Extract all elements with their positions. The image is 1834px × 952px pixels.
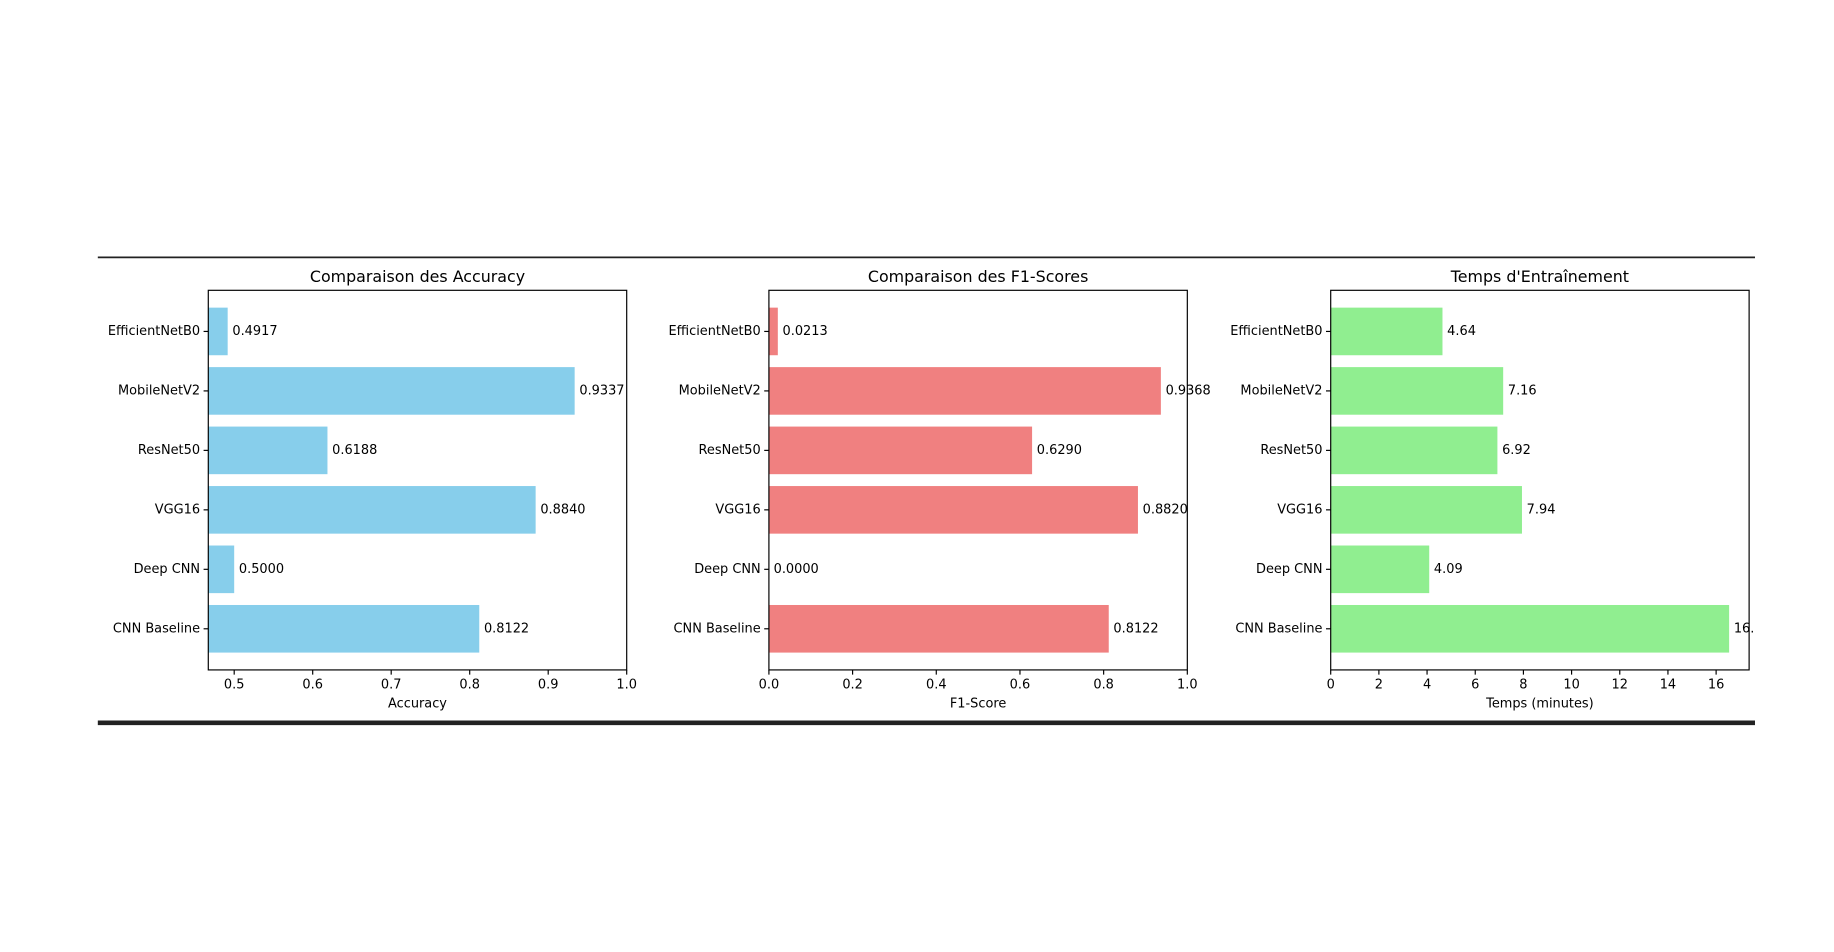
value-label: 0.6290	[1037, 443, 1082, 458]
y-tick-label: VGG16	[155, 502, 200, 517]
value-label: 0.8122	[484, 621, 529, 636]
bar	[768, 367, 1161, 415]
x-tick-label: 0	[1327, 678, 1335, 693]
value-label: 0.4917	[232, 324, 277, 339]
charts: Comparaison des AccuracyAccuracy0.8122CN…	[108, 267, 1771, 712]
value-label: 4.64	[1447, 324, 1476, 339]
chart-title: Temps d'Entraînement	[1450, 267, 1629, 286]
bar	[768, 426, 1033, 475]
bar	[1330, 307, 1443, 356]
y-tick-label: CNN Baseline	[1235, 621, 1322, 636]
value-label: 0.5000	[239, 562, 284, 577]
x-tick-label: 8	[1519, 678, 1527, 693]
x-tick-label: 0.8	[1093, 678, 1114, 693]
value-label: 0.9368	[1166, 383, 1211, 398]
x-tick-label: 12	[1612, 678, 1628, 693]
value-label: 16.54	[1734, 621, 1771, 636]
plot-frame	[768, 289, 1188, 671]
x-tick-label: 0.4	[926, 678, 947, 693]
x-tick-label: 10	[1563, 678, 1579, 693]
y-tick-label: VGG16	[715, 502, 760, 517]
x-tick-label: 0.0	[759, 678, 780, 693]
y-tick-label: Deep CNN	[134, 562, 200, 577]
y-tick-label: Deep CNN	[694, 562, 760, 577]
x-tick-label: 2	[1375, 678, 1383, 693]
x-tick-label: 1.0	[616, 678, 637, 693]
value-label: 0.6188	[332, 443, 377, 458]
x-tick-label: 6	[1471, 678, 1479, 693]
y-tick-label: CNN Baseline	[674, 621, 761, 636]
x-tick-label: 0.8	[459, 678, 480, 693]
y-tick-label: MobileNetV2	[118, 383, 200, 398]
x-axis-label: Accuracy	[388, 697, 447, 712]
value-label: 0.0000	[774, 562, 819, 577]
value-label: 0.8122	[1113, 621, 1158, 636]
x-axis-label: F1-Score	[950, 697, 1006, 712]
y-tick-label: MobileNetV2	[1240, 383, 1322, 398]
bar	[208, 486, 536, 534]
bar	[768, 307, 778, 356]
x-tick-label: 0.5	[224, 678, 245, 693]
bar	[1330, 486, 1522, 534]
x-axis-label: Temps (minutes)	[1485, 697, 1594, 712]
x-tick-label: 0.6	[302, 678, 323, 693]
chart-title: Comparaison des F1-Scores	[868, 267, 1088, 286]
bar	[1330, 604, 1730, 653]
value-label: 7.94	[1527, 502, 1556, 517]
x-tick-label: 0.7	[381, 678, 402, 693]
x-tick-label: 1.0	[1177, 678, 1198, 693]
bar	[208, 367, 575, 415]
x-tick-label: 0.6	[1010, 678, 1031, 693]
y-tick-label: EfficientNetB0	[1230, 324, 1322, 339]
bar	[208, 604, 480, 653]
bar	[1330, 426, 1498, 475]
value-label: 0.8840	[540, 502, 585, 517]
value-label: 7.16	[1508, 383, 1537, 398]
plot-frame	[1330, 289, 1750, 671]
y-tick-label: CNN Baseline	[113, 621, 200, 636]
value-label: 6.92	[1502, 443, 1531, 458]
y-tick-label: EfficientNetB0	[668, 324, 760, 339]
value-label: 0.8820	[1143, 502, 1188, 517]
y-tick-label: Deep CNN	[1256, 562, 1322, 577]
value-label: 0.9337	[579, 383, 624, 398]
bar	[1330, 545, 1430, 594]
y-tick-label: EfficientNetB0	[108, 324, 200, 339]
x-tick-label: 14	[1660, 678, 1676, 693]
bar	[208, 545, 235, 594]
value-label: 0.0213	[783, 324, 828, 339]
y-tick-label: ResNet50	[138, 443, 200, 458]
y-tick-label: ResNet50	[699, 443, 761, 458]
plot-frame	[207, 289, 628, 671]
bar	[768, 604, 1109, 653]
bar	[768, 486, 1138, 534]
y-tick-label: VGG16	[1277, 502, 1322, 517]
bar	[208, 307, 228, 356]
bar	[1330, 367, 1504, 415]
bar	[208, 426, 328, 475]
x-tick-label: 16	[1708, 678, 1724, 693]
y-tick-label: ResNet50	[1260, 443, 1322, 458]
value-label: 4.09	[1434, 562, 1463, 577]
x-tick-label: 0.9	[538, 678, 559, 693]
chart-title: Comparaison des Accuracy	[310, 267, 525, 286]
x-tick-label: 4	[1423, 678, 1431, 693]
x-tick-label: 0.2	[842, 678, 863, 693]
y-tick-label: MobileNetV2	[679, 383, 761, 398]
